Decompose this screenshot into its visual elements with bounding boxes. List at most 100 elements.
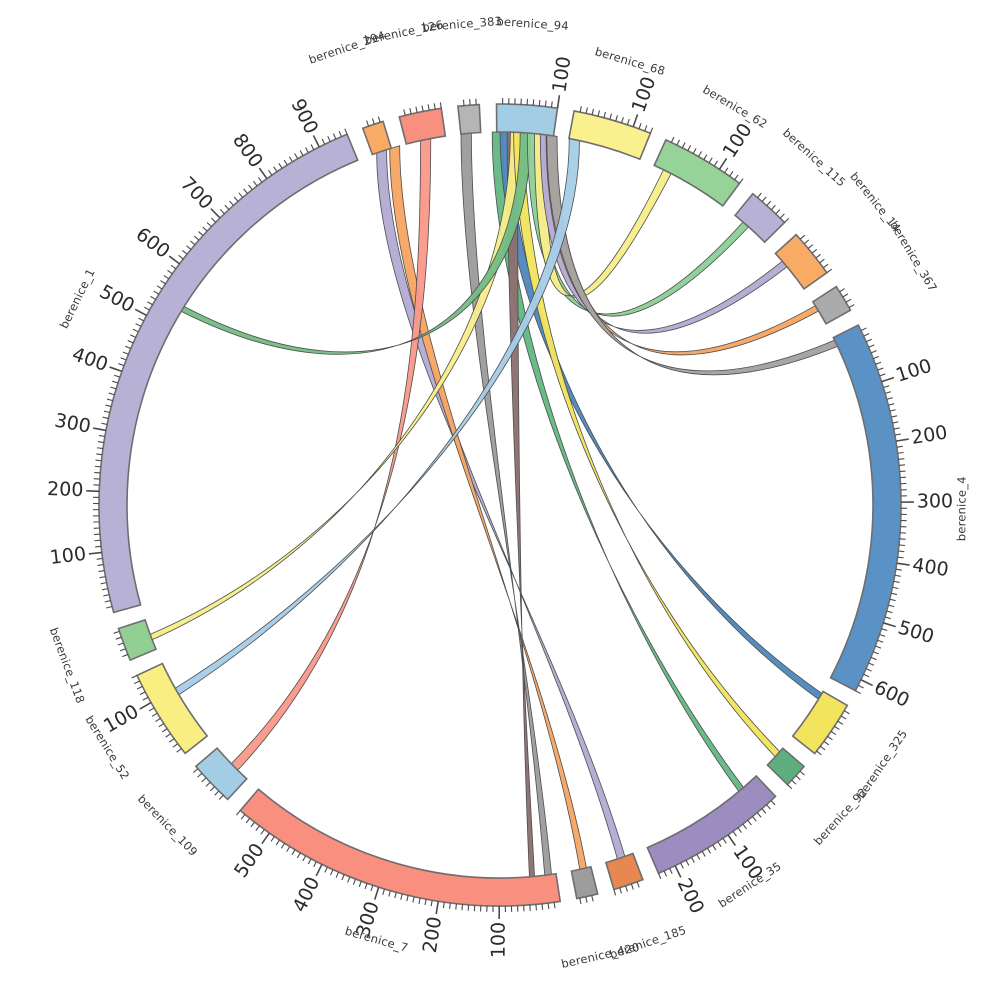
minor-tick bbox=[130, 334, 136, 338]
minor-tick bbox=[252, 180, 258, 187]
sector-berenice_14 bbox=[774, 233, 828, 291]
minor-tick bbox=[302, 855, 307, 862]
minor-tick bbox=[701, 851, 706, 857]
tick-label: 800 bbox=[228, 130, 267, 172]
minor-tick bbox=[153, 290, 160, 295]
minor-tick bbox=[201, 777, 207, 783]
minor-tick bbox=[324, 866, 328, 873]
minor-tick bbox=[462, 99, 465, 106]
minor-tick bbox=[681, 142, 686, 149]
minor-tick bbox=[613, 889, 617, 896]
minor-tick bbox=[739, 178, 744, 184]
minor-tick bbox=[657, 873, 662, 880]
minor-tick bbox=[299, 150, 304, 156]
minor-tick bbox=[449, 902, 451, 909]
major-tick bbox=[896, 562, 910, 566]
minor-tick bbox=[257, 177, 263, 183]
minor-tick bbox=[99, 576, 106, 579]
minor-tick bbox=[455, 903, 457, 910]
minor-tick bbox=[898, 458, 905, 460]
sector-berenice_367 bbox=[811, 285, 852, 325]
ticks bbox=[86, 95, 914, 920]
sector-berenice_68 bbox=[567, 109, 652, 161]
minor-tick bbox=[538, 99, 541, 106]
minor-tick bbox=[409, 107, 412, 115]
minor-tick bbox=[313, 861, 317, 868]
minor-tick bbox=[96, 453, 103, 456]
minor-tick bbox=[696, 854, 701, 860]
sector-berenice_35 bbox=[646, 774, 777, 875]
minor-tick bbox=[185, 245, 192, 250]
minor-tick bbox=[209, 786, 215, 792]
sector-berenice_383 bbox=[457, 103, 482, 135]
minor-tick bbox=[101, 588, 108, 591]
minor-tick bbox=[857, 684, 864, 689]
minor-tick bbox=[779, 213, 785, 219]
minor-tick bbox=[96, 557, 103, 560]
minor-tick bbox=[335, 871, 340, 878]
minor-tick bbox=[114, 374, 121, 378]
minor-tick bbox=[734, 174, 739, 181]
minor-tick bbox=[819, 258, 825, 264]
minor-tick bbox=[717, 841, 722, 848]
minor-tick bbox=[626, 118, 630, 125]
minor-tick bbox=[260, 829, 265, 835]
sector-label-berenice_420: berenice_420 bbox=[560, 940, 641, 971]
minor-tick bbox=[286, 846, 291, 852]
minor-tick bbox=[644, 125, 648, 132]
minor-tick bbox=[115, 636, 122, 640]
minor-tick bbox=[889, 409, 896, 412]
minor-tick bbox=[879, 373, 886, 377]
minor-tick bbox=[235, 810, 241, 816]
minor-tick bbox=[894, 574, 901, 577]
minor-tick bbox=[837, 720, 844, 725]
minor-tick bbox=[377, 116, 381, 123]
minor-tick bbox=[823, 740, 830, 746]
tick-label: 100 bbox=[893, 355, 934, 387]
minor-tick bbox=[142, 696, 149, 701]
minor-tick bbox=[170, 264, 177, 270]
minor-tick bbox=[172, 743, 179, 748]
minor-tick bbox=[352, 878, 357, 885]
minor-tick bbox=[156, 285, 163, 290]
tick-label: 700 bbox=[176, 173, 217, 214]
minor-tick bbox=[766, 200, 772, 206]
minor-tick bbox=[888, 403, 895, 406]
major-tick bbox=[895, 438, 909, 442]
minor-tick bbox=[118, 363, 125, 367]
minor-tick bbox=[619, 887, 623, 894]
tick-label: 300 bbox=[53, 409, 93, 437]
sector-berenice_126 bbox=[398, 107, 447, 145]
sector-berenice_420 bbox=[570, 865, 599, 900]
minor-tick bbox=[103, 594, 110, 597]
minor-tick bbox=[803, 239, 810, 245]
minor-tick bbox=[394, 892, 397, 899]
minor-tick bbox=[842, 293, 849, 298]
tick-label: 300 bbox=[917, 490, 953, 512]
minor-tick bbox=[863, 333, 870, 337]
minor-tick bbox=[321, 138, 326, 145]
minor-tick bbox=[273, 166, 278, 173]
minor-tick bbox=[132, 328, 139, 333]
minor-tick bbox=[371, 118, 375, 125]
minor-tick bbox=[894, 433, 901, 436]
minor-tick bbox=[886, 397, 893, 400]
minor-tick bbox=[899, 470, 906, 473]
minor-tick bbox=[104, 600, 111, 603]
minor-tick bbox=[461, 904, 464, 911]
major-tick bbox=[109, 366, 123, 373]
minor-tick bbox=[105, 404, 112, 408]
minor-tick bbox=[866, 338, 872, 343]
minor-tick bbox=[139, 691, 146, 696]
minor-tick bbox=[103, 410, 110, 414]
minor-tick bbox=[585, 107, 588, 114]
major-tick bbox=[632, 114, 639, 128]
minor-tick bbox=[98, 434, 105, 438]
minor-tick bbox=[122, 351, 129, 355]
minor-tick bbox=[182, 250, 188, 255]
minor-tick bbox=[433, 103, 436, 110]
minor-tick bbox=[889, 598, 896, 602]
minor-tick bbox=[893, 580, 900, 583]
minor-tick bbox=[879, 633, 886, 637]
minor-tick bbox=[703, 154, 708, 160]
